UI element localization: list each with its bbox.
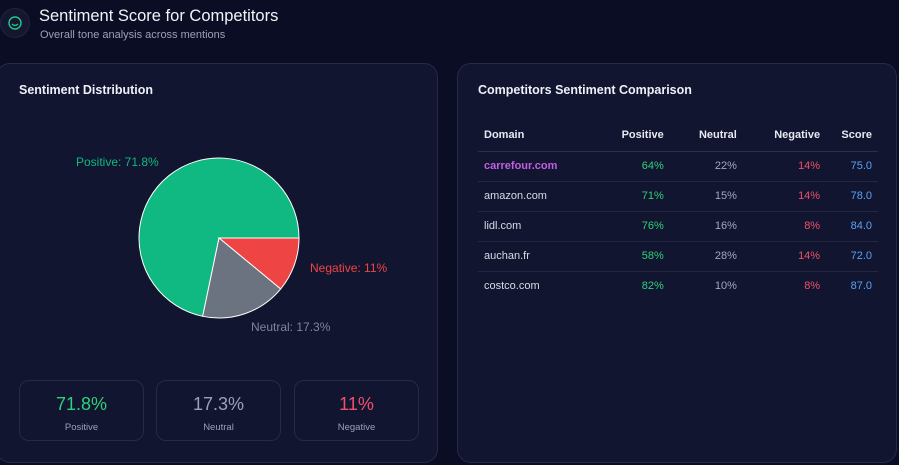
column-header-positive[interactable]: Positive [599, 119, 664, 152]
stat-value-positive: 71.8% [55, 394, 108, 414]
row-negative: 14% [736, 181, 821, 212]
sentiment-distribution-card: Sentiment Distribution Positive: 71.8% N… [0, 63, 438, 463]
row-neutral: 22% [663, 151, 737, 182]
page-subtitle: Overall tone analysis across mentions [40, 29, 226, 41]
stat-box-positive: 71.8% Positive [19, 380, 144, 441]
sentiment-pie-chart: Positive: 71.8% Negative: 11% Neutral: 1… [76, 155, 387, 334]
row-neutral: 28% [663, 241, 737, 272]
row-positive: 71% [599, 181, 664, 212]
table-row[interactable]: carrefour.com 64% 22% 14% 75.0 [478, 151, 878, 182]
table-row[interactable]: amazon.com 71% 15% 14% 78.0 [478, 181, 878, 212]
row-negative: 14% [736, 241, 821, 272]
row-domain[interactable]: costco.com [484, 280, 540, 293]
smile-icon [0, 8, 30, 38]
row-score: 78.0 [820, 181, 878, 212]
table-header-row: Domain Positive Neutral Negative Score [478, 119, 878, 152]
row-positive: 64% [599, 151, 664, 182]
row-negative: 14% [736, 151, 821, 182]
row-negative: 8% [736, 211, 821, 242]
table-row[interactable]: lidl.com 76% 16% 8% 84.0 [478, 211, 878, 242]
comparison-title: Competitors Sentiment Comparison [478, 83, 692, 97]
stat-box-negative: 11% Negative [294, 380, 419, 441]
column-header-domain[interactable]: Domain [478, 119, 600, 152]
pie-label-neutral: Neutral: 17.3% [251, 320, 331, 334]
column-header-neutral[interactable]: Neutral [663, 119, 737, 152]
stat-label-negative: Negative [337, 422, 376, 433]
pie-slice-positive[interactable] [138, 157, 300, 317]
row-domain[interactable]: carrefour.com [478, 151, 600, 182]
row-domain[interactable]: amazon.com [478, 181, 600, 212]
row-domain[interactable]: lidl.com [478, 211, 600, 242]
column-header-score[interactable]: Score [820, 119, 878, 152]
pie-label-negative: Negative: 11% [310, 261, 387, 275]
table-row[interactable]: auchan.fr 58% 28% 14% 72.0 [478, 241, 878, 272]
row-positive: 82% [641, 280, 664, 293]
page-title: Sentiment Score for Competitors [39, 7, 279, 25]
row-negative: 8% [804, 280, 821, 293]
stat-value-neutral: 17.3% [192, 394, 245, 414]
row-positive: 76% [599, 211, 664, 242]
row-domain[interactable]: auchan.fr [478, 241, 600, 272]
comparison-table: Domain Positive Neutral Negative Score c… [478, 119, 878, 301]
column-header-negative[interactable]: Negative [736, 119, 821, 152]
pie-label-positive: Positive: 71.8% [76, 155, 159, 169]
row-positive: 58% [599, 241, 664, 272]
row-score: 75.0 [820, 151, 878, 182]
competitors-comparison-card: Competitors Sentiment Comparison Domain … [457, 63, 897, 463]
row-score: 84.0 [820, 211, 878, 242]
table-row[interactable]: costco.com 82% 10% 8% 87.0 [478, 271, 878, 301]
row-neutral: 10% [714, 280, 737, 293]
distribution-title: Sentiment Distribution [19, 83, 154, 97]
stat-label-neutral: Neutral [203, 422, 234, 433]
page-header: Sentiment Score for Competitors Overall … [0, 0, 899, 60]
stat-label-positive: Positive [64, 422, 99, 433]
row-neutral: 15% [663, 181, 737, 212]
row-score: 87.0 [850, 280, 872, 293]
row-score: 72.0 [820, 241, 878, 272]
row-neutral: 16% [663, 211, 737, 242]
pie-slice-neutral[interactable] [202, 237, 282, 319]
stat-box-neutral: 17.3% Neutral [156, 380, 281, 441]
stat-value-negative: 11% [339, 394, 374, 414]
